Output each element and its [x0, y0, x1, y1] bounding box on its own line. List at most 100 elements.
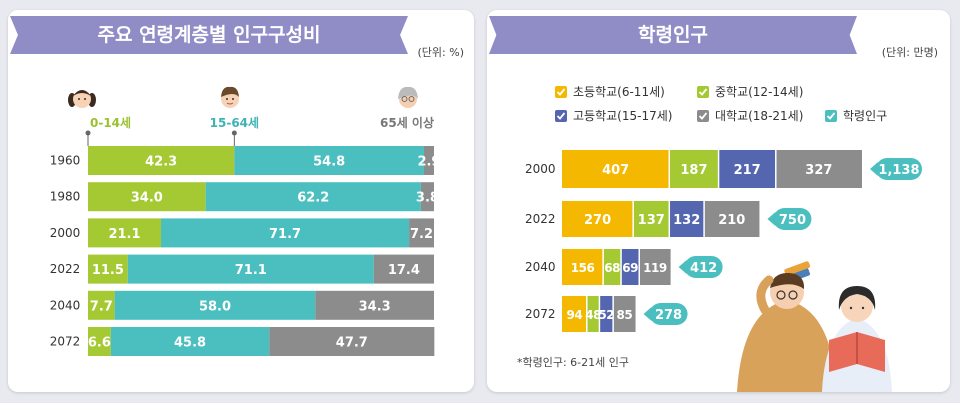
school-bar-2040-0: [562, 249, 604, 285]
school-label-2022-2: 132: [673, 213, 700, 228]
age-bar-2022-2: [373, 254, 434, 284]
school-bar-2072-0: [562, 296, 587, 332]
school-label-2000-2: 217: [734, 163, 761, 178]
age-label-1980-2: 3.8: [416, 191, 439, 206]
age-label-2000-0: 21.1: [108, 227, 140, 242]
total-bubble-2072: [649, 303, 688, 325]
school-bar-2000-0: [562, 150, 670, 188]
school-age-unit: (단위: 만명): [881, 46, 938, 59]
school-age-title: 학령인구: [489, 16, 857, 54]
school-age-panel: 학령인구 (단위: 만명) 초등학교(6-11세) 중학교(12-14세) 고등학교…: [487, 10, 950, 392]
school-label-2040-0: 156: [571, 261, 595, 275]
legend-check-icon-2: [556, 112, 566, 120]
year-label-1980: 1980: [50, 190, 81, 204]
year-label-1960: 1960: [50, 154, 81, 168]
age-bar-2000-1: [161, 218, 410, 248]
school-label-2040-1: 68: [604, 261, 620, 275]
school-bar-2022-0: [562, 201, 634, 237]
group-label-0: 0-14세: [90, 115, 131, 130]
total-pointer-2072: [643, 307, 652, 321]
group-marker-dot-1: [231, 130, 237, 136]
total-pointer-2040: [678, 260, 687, 274]
school-year-label-2072: 2072: [525, 307, 556, 321]
age-label-1960-0: 42.3: [145, 155, 177, 170]
legend-label-1: 중학교(12-14세): [715, 85, 803, 99]
legend-label-3: 대학교(18-21세): [715, 109, 803, 123]
age-bar-2000-0: [88, 218, 162, 248]
legend-check-icon-3: [698, 112, 708, 120]
adult-icon: [221, 86, 239, 108]
school-label-2072-3: 85: [616, 308, 632, 322]
legend-label-4: 학령인구: [843, 109, 887, 123]
age-structure-chart: 0-14세 15-64세 65세 이상 1960 42.3 54.8 2.9 1980 34.0…: [50, 86, 440, 356]
age-label-2040-2: 34.3: [359, 299, 391, 314]
age-label-2072-1: 45.8: [174, 336, 206, 351]
age-bar-2040-1: [114, 290, 316, 320]
age-bar-1980-2: [420, 182, 434, 212]
total-bubble-2040: [684, 256, 723, 278]
school-year-label-2022: 2022: [525, 212, 556, 226]
age-label-2000-1: 71.7: [269, 227, 301, 242]
age-bar-1980-1: [205, 182, 421, 212]
group-label-1: 15-64세: [210, 115, 259, 130]
age-bar-2040-2: [315, 290, 434, 320]
group-label-2: 65세 이상: [380, 115, 434, 130]
age-bar-1960-2: [423, 146, 434, 175]
school-label-2022-1: 137: [638, 213, 665, 228]
school-bar-2040-2: [621, 249, 640, 285]
age-bar-2022-0: [88, 254, 128, 284]
age-bar-2022-1: [127, 254, 374, 284]
school-bar-2022-2: [669, 201, 705, 237]
total-bubble-2000: [875, 158, 922, 180]
school-bar-2022-1: [633, 201, 670, 237]
age-structure-panel: 주요 연령계층별 인구구성비 (단위: %) 0-14세 15-64세 65세 이상…: [8, 10, 474, 392]
age-bar-1960-1: [234, 146, 424, 175]
total-pointer-2000: [869, 162, 878, 176]
age-bar-1960-0: [88, 146, 235, 175]
school-bar-2000-2: [718, 150, 776, 188]
school-bar-2040-1: [603, 249, 622, 285]
school-bar-2072-3: [613, 296, 636, 332]
footnote: *학령인구: 6-21세 인구: [517, 356, 630, 369]
total-pointer-2022: [767, 212, 776, 226]
age-label-2072-0: 6.6: [88, 336, 111, 351]
girl-icon: [68, 90, 96, 108]
group-marker-dot-0: [85, 130, 91, 136]
age-bar-1980-0: [88, 182, 206, 212]
age-bar-2072-0: [88, 327, 111, 356]
total-bubble-2022: [773, 208, 812, 230]
age-label-2022-1: 71.1: [235, 263, 267, 278]
elderly-icon: [398, 86, 418, 108]
school-bar-2072-2: [599, 296, 614, 332]
school-label-2072-1: 48: [585, 308, 601, 322]
age-bar-2040-0: [88, 290, 115, 320]
age-bar-2072-2: [269, 327, 435, 356]
age-label-2040-0: 7.7: [90, 299, 113, 314]
legend-check-icon-0: [556, 88, 566, 96]
age-label-2040-1: 58.0: [199, 299, 231, 314]
year-label-2072: 2072: [50, 335, 81, 349]
total-label-2022: 750: [779, 213, 806, 228]
school-label-2072-2: 52: [598, 308, 614, 322]
age-structure-unit: (단위: %): [417, 46, 464, 59]
age-structure-title: 주요 연령계층별 인구구성비: [10, 16, 408, 54]
school-label-2040-3: 119: [643, 261, 667, 275]
age-label-2000-2: 7.2: [410, 227, 433, 242]
school-bar-2072-1: [586, 296, 600, 332]
legend-check-icon-1: [698, 88, 708, 96]
age-label-2072-2: 47.7: [336, 336, 368, 351]
age-label-1960-1: 54.8: [313, 155, 345, 170]
age-label-1960-2: 2.9: [417, 155, 440, 170]
school-label-2000-0: 407: [602, 163, 629, 178]
school-bar-2040-3: [639, 249, 671, 285]
school-label-2072-0: 94: [567, 308, 583, 322]
total-label-2072: 278: [655, 308, 682, 323]
school-label-2022-0: 270: [584, 213, 611, 228]
age-label-2022-0: 11.5: [92, 263, 124, 278]
school-label-2040-2: 69: [622, 261, 638, 275]
age-label-1980-1: 62.2: [297, 191, 329, 206]
students-illustration: [737, 261, 892, 392]
legend-check-icon-4: [826, 112, 836, 120]
legend-label-0: 초등학교(6-11세): [573, 85, 665, 99]
total-label-2000: 1,138: [878, 163, 919, 178]
